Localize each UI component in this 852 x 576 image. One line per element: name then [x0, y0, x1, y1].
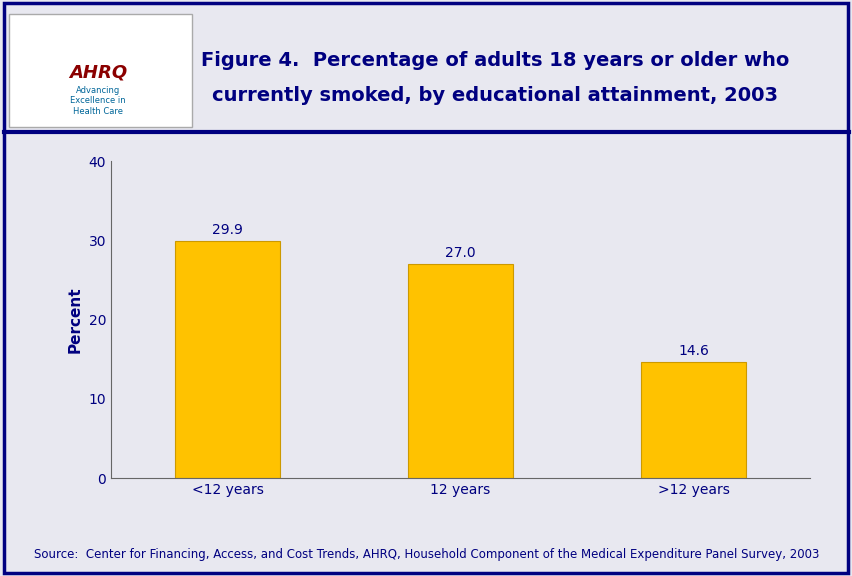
Text: Advancing
Excellence in
Health Care: Advancing Excellence in Health Care — [70, 86, 126, 116]
Bar — [641, 362, 746, 478]
Text: 29.9: 29.9 — [212, 223, 243, 237]
Y-axis label: Percent: Percent — [68, 286, 83, 353]
Text: AHRQ: AHRQ — [69, 63, 127, 81]
Text: 27.0: 27.0 — [445, 247, 475, 260]
Text: currently smoked, by educational attainment, 2003: currently smoked, by educational attainm… — [211, 86, 777, 104]
Text: 14.6: 14.6 — [677, 344, 708, 358]
Bar — [175, 241, 279, 478]
FancyBboxPatch shape — [9, 14, 192, 127]
Bar — [407, 264, 513, 478]
Text: Source:  Center for Financing, Access, and Cost Trends, AHRQ, Household Componen: Source: Center for Financing, Access, an… — [34, 548, 818, 560]
Text: Figure 4.  Percentage of adults 18 years or older who: Figure 4. Percentage of adults 18 years … — [200, 51, 788, 70]
